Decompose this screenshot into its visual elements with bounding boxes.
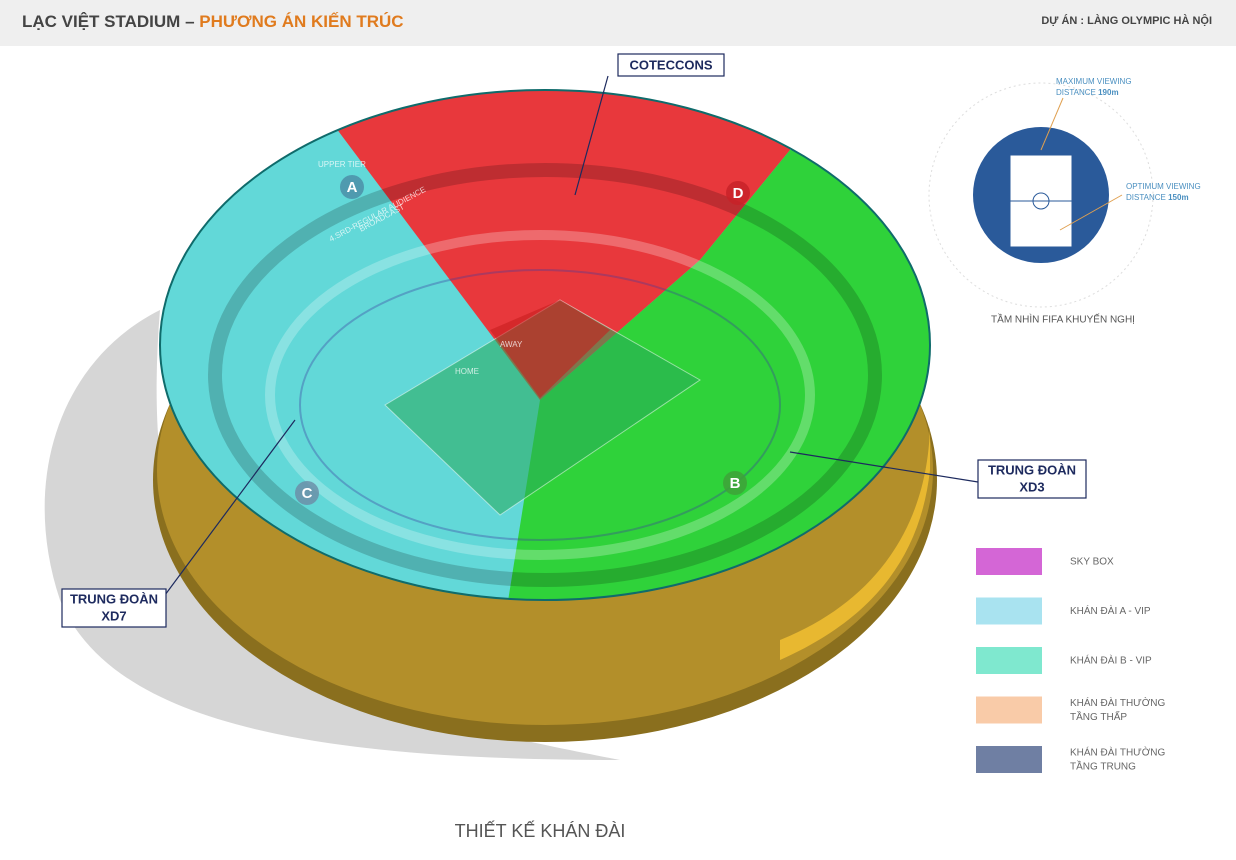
wall-highlight xyxy=(780,420,930,660)
fifa-pointer xyxy=(1040,97,1064,151)
legend-label: KHÁN ĐÀI B - VIP xyxy=(1070,654,1152,667)
section-letter: A xyxy=(347,179,358,196)
fifa-value: 190m xyxy=(1098,88,1118,97)
title-main: LẠC VIỆT STADIUM – xyxy=(22,12,195,31)
callout-line xyxy=(164,419,296,596)
section-letter: B xyxy=(730,475,741,492)
legend-label: KHÁN ĐÀI A - VIP xyxy=(1070,604,1151,617)
callout-line xyxy=(574,75,609,196)
legend-swatch xyxy=(976,647,1042,674)
fifa-max-label: DISTANCE 190m xyxy=(1056,88,1119,97)
legend-swatch xyxy=(976,597,1042,625)
zone-b xyxy=(505,150,930,600)
section-marker xyxy=(340,175,364,199)
zone-label: AWAY xyxy=(500,340,523,349)
legend-label: TẦNG THẤP xyxy=(1070,710,1127,723)
legend-label: KHÁN ĐÀI THƯỜNG xyxy=(1070,746,1165,759)
fifa-pointer xyxy=(1059,194,1123,231)
ring-track xyxy=(299,269,781,541)
ring-mid xyxy=(265,230,815,560)
callout-text: COTECCONS xyxy=(629,57,712,72)
section-marker xyxy=(295,481,319,505)
fifa-text: DISTANCE xyxy=(1126,193,1166,202)
legend-swatch xyxy=(976,746,1042,773)
zone-label: UPPER TIER xyxy=(318,160,366,169)
zone-label: HOME xyxy=(455,367,479,376)
legend-swatch xyxy=(976,548,1042,575)
fifa-caption: TẦM NHÌN FIFA KHUYẾN NGHỊ xyxy=(991,313,1135,326)
zone-d xyxy=(300,90,800,400)
pitch-circle xyxy=(1032,192,1050,210)
callout-line xyxy=(789,451,979,483)
fifa-text: DISTANCE xyxy=(1056,88,1096,97)
callout-text: XD3 xyxy=(1019,479,1044,494)
fifa-value: 150m xyxy=(1168,193,1188,202)
section-letter: D xyxy=(733,185,744,202)
fifa-opt-label: OPTIMUM VIEWING xyxy=(1126,182,1201,191)
header-title: LẠC VIỆT STADIUM – PHƯƠNG ÁN KIẾN TRÚC xyxy=(22,12,404,31)
max-distance-circle xyxy=(928,82,1154,308)
legend: SKY BOX KHÁN ĐÀI A - VIP KHÁN ĐÀI B - VIP K… xyxy=(976,548,1165,773)
section-letter: C xyxy=(302,485,313,502)
callout-box xyxy=(617,53,725,77)
callout-box xyxy=(977,459,1087,499)
legend-label: TẦNG TRUNG xyxy=(1070,760,1136,773)
legend-label: KHÁN ĐÀI THƯỜNG xyxy=(1070,696,1165,709)
bowl-rim xyxy=(159,89,931,601)
project-name: DỰ ÁN : LÀNG OLYMPIC HÀ NỘI xyxy=(1041,14,1212,27)
title-sub: PHƯƠNG ÁN KIẾN TRÚC xyxy=(199,12,403,31)
section-marker xyxy=(723,471,747,495)
section-marker xyxy=(726,181,750,205)
footer-title: THIẾT KẾ KHÁN ĐÀI xyxy=(455,820,626,841)
legend-label: SKY BOX xyxy=(1070,557,1114,568)
callout-text: XD7 xyxy=(101,608,126,623)
ring-upper xyxy=(208,163,882,587)
header-bar xyxy=(0,0,1236,46)
pitch-red xyxy=(490,300,610,398)
fifa-opt-label: DISTANCE 150m xyxy=(1126,193,1189,202)
fifa-max-label: MAXIMUM VIEWING xyxy=(1056,77,1132,86)
callout-box xyxy=(61,588,167,628)
callout-text: TRUNG ĐOÀN xyxy=(70,591,158,606)
callout-text: TRUNG ĐOÀN xyxy=(988,462,1076,477)
shadow xyxy=(44,310,620,760)
legend-swatch xyxy=(976,696,1042,724)
